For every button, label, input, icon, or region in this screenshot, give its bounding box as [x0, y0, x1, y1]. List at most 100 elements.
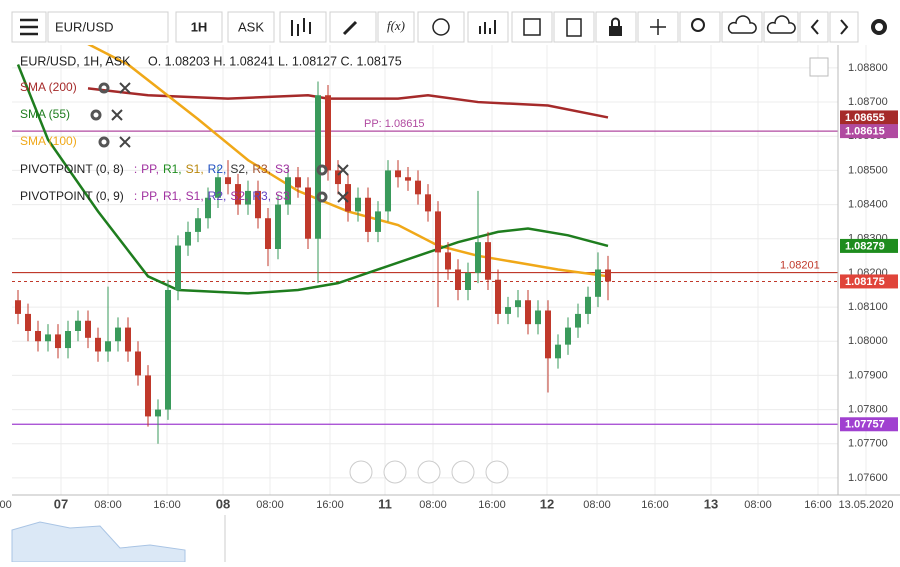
- icon: [523, 18, 541, 36]
- candle-body: [385, 170, 391, 212]
- icon: [611, 17, 620, 26]
- candle-body: [305, 187, 311, 239]
- candle-body: [235, 184, 241, 205]
- navigator-area: [11, 521, 186, 563]
- symbol-select[interactable]: [47, 11, 169, 43]
- candle-body: [415, 180, 421, 195]
- price-label: 1.08655: [845, 112, 885, 124]
- timeframe-button[interactable]: [175, 11, 223, 43]
- sma-line: [87, 87, 609, 119]
- zoom-button[interactable]: [679, 11, 721, 43]
- settings-icon[interactable]: [316, 164, 328, 176]
- icon: [479, 20, 496, 34]
- candle-body: [595, 269, 601, 297]
- candle-body: [275, 204, 281, 249]
- icon: [566, 18, 582, 37]
- y-tick-label: 1.08100: [848, 301, 888, 313]
- candle-body: [515, 300, 521, 308]
- candle-body: [435, 211, 441, 253]
- pivot-item: S1,: [186, 162, 204, 176]
- icon: [609, 26, 622, 36]
- candle-body: [335, 170, 341, 185]
- fullscreen-button[interactable]: [809, 57, 829, 77]
- pivot-item: S3: [275, 162, 290, 176]
- price-side-button[interactable]: [227, 11, 275, 43]
- icon: [432, 18, 450, 36]
- candle-body: [285, 177, 291, 205]
- sma-line: [87, 45, 609, 278]
- settings-icon[interactable]: [98, 136, 110, 148]
- candle-body: [295, 177, 301, 188]
- sma-line: [16, 64, 609, 295]
- price-label: 1.08279: [845, 240, 885, 252]
- pivot-item: S2,: [230, 162, 248, 176]
- prev-button[interactable]: [799, 11, 829, 43]
- candle-body: [65, 330, 71, 349]
- price-label: 1.08615: [845, 126, 885, 138]
- candle-body: [525, 300, 531, 325]
- price-label: 1.07757: [845, 419, 885, 431]
- scroll-right[interactable]: [485, 460, 509, 484]
- pivot-legend: PIVOTPOINT (0, 9): PP, R1, S1, R2, S2, R3, S3: [20, 189, 290, 203]
- header-title: EUR/USD, 1H, ASK: [20, 54, 131, 68]
- zoom-in[interactable]: [451, 460, 475, 484]
- lock-button[interactable]: [595, 11, 637, 43]
- settings-icon[interactable]: [98, 82, 110, 94]
- settings-button[interactable]: [871, 19, 887, 35]
- candle-body: [555, 344, 561, 359]
- candle-body: [135, 351, 141, 376]
- candle-body: [145, 375, 151, 417]
- pivot-item: :: [134, 162, 137, 176]
- pivot-name: PIVOTPOINT (0, 8): [20, 162, 124, 176]
- x-tick-label: 16:00: [478, 499, 506, 511]
- reset[interactable]: [417, 460, 441, 484]
- x-tick-label: 16:00: [316, 499, 344, 511]
- candle-body: [25, 313, 31, 331]
- x-tick-label: 07: [54, 496, 68, 511]
- settings-icon[interactable]: [316, 191, 328, 203]
- settings-icon[interactable]: [90, 109, 102, 121]
- candle-body: [85, 320, 91, 338]
- zoom-out[interactable]: [383, 460, 407, 484]
- download-button[interactable]: [763, 11, 799, 43]
- pivot-item: R2,: [208, 162, 227, 176]
- icon: [727, 15, 757, 34]
- remove-icon[interactable]: [337, 191, 349, 203]
- x-tick-label: 08:00: [583, 499, 611, 511]
- candle-body: [505, 307, 511, 314]
- navigation: [349, 460, 509, 484]
- scroll-left[interactable]: [349, 460, 373, 484]
- candle-body: [165, 289, 171, 410]
- x-tick-label: 12: [540, 496, 554, 511]
- report-button[interactable]: [553, 11, 595, 43]
- candle-body: [575, 313, 581, 328]
- navigator: [11, 515, 900, 563]
- pivot-item: R1,: [163, 162, 182, 176]
- candle-body: [405, 177, 411, 181]
- candle-body: [55, 334, 61, 349]
- function-button[interactable]: [377, 11, 415, 43]
- remove-icon[interactable]: [119, 82, 131, 94]
- timeframe: 1H: [191, 19, 208, 34]
- next-button[interactable]: [829, 11, 859, 43]
- calendar-button[interactable]: [511, 11, 553, 43]
- remove-icon[interactable]: [111, 109, 123, 121]
- pivot-item: S3: [275, 189, 290, 203]
- pivot-item: R1,: [163, 189, 182, 203]
- plot: [12, 45, 838, 444]
- icon: [291, 18, 311, 36]
- pivot-name: PIVOTPOINT (0, 9): [20, 189, 124, 203]
- pivot-item: S1,: [186, 189, 204, 203]
- x-tick-label: 16:00: [804, 499, 832, 511]
- y-tick-label: 1.08000: [848, 335, 888, 347]
- remove-icon[interactable]: [337, 164, 349, 176]
- icon: [810, 19, 819, 35]
- indicators-button[interactable]: [467, 11, 509, 43]
- candle-body: [35, 330, 41, 342]
- remove-icon[interactable]: [119, 136, 131, 148]
- price-label-box: [840, 238, 898, 253]
- candle-body: [265, 218, 271, 249]
- info-button[interactable]: [417, 11, 465, 43]
- candle-body: [185, 231, 191, 246]
- y-tick-label: 1.08700: [848, 96, 888, 108]
